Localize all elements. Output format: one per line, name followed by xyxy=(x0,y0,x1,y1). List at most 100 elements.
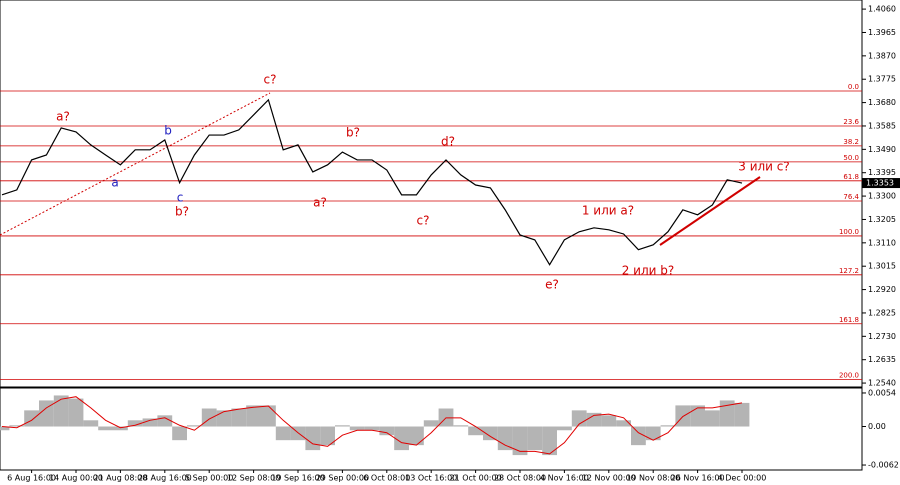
y-tick-label: 1.3110 xyxy=(868,238,896,247)
x-tick-label: 19 Nov 08:00 xyxy=(626,474,680,483)
fib-label: 0.0 xyxy=(848,83,859,91)
histogram-bar xyxy=(719,400,735,427)
histogram-bar xyxy=(705,410,720,427)
y-tick-label: 1.3395 xyxy=(868,168,896,177)
histogram-bar xyxy=(335,425,350,427)
fib-label: 161.8 xyxy=(839,316,859,324)
y-tick-label: 1.3205 xyxy=(868,215,896,224)
signal-line xyxy=(1,396,743,455)
wave-label: a? xyxy=(56,110,70,124)
histogram-bar xyxy=(216,410,232,427)
histogram-bar xyxy=(68,398,84,427)
x-tick-label: 14 Aug 00:00 xyxy=(49,474,103,483)
histogram-bar xyxy=(364,426,380,431)
x-tick-label: 12 Nov 00:00 xyxy=(582,474,636,483)
histogram-bar xyxy=(527,426,543,451)
histogram-bar xyxy=(645,426,661,441)
histogram-bar xyxy=(172,426,187,441)
y-tick-label: 0.00 xyxy=(868,422,886,431)
histogram-bar xyxy=(142,418,158,427)
histogram-bar xyxy=(483,426,498,441)
histogram-bar xyxy=(379,426,395,436)
y-tick-label: 1.3585 xyxy=(868,121,896,130)
y-tick-label: -0.0062 xyxy=(868,461,899,470)
fib-label: 61.8 xyxy=(843,173,859,181)
histogram-bar xyxy=(394,426,409,451)
fib-label: 50.0 xyxy=(843,154,859,162)
y-tick-label: 1.2635 xyxy=(868,355,896,364)
fib-label: 100.0 xyxy=(839,228,859,236)
histogram-bar xyxy=(631,426,646,446)
price-tag-label: 1.3353 xyxy=(866,179,894,188)
y-tick-label: 1.2920 xyxy=(868,285,896,294)
y-tick-label: 1.3300 xyxy=(868,192,896,201)
plot-frame xyxy=(0,0,863,471)
histogram-bar xyxy=(127,420,143,427)
histogram-bar xyxy=(423,420,439,427)
wave-label: b? xyxy=(346,126,360,140)
y-tick-label: 1.4060 xyxy=(868,5,896,14)
histogram-bar xyxy=(616,420,631,427)
histogram-bar xyxy=(201,408,217,427)
wave-label: b xyxy=(164,124,172,138)
wave-label: c? xyxy=(264,73,277,87)
y-tick-label: 1.2825 xyxy=(868,308,896,317)
trend-line xyxy=(659,176,761,246)
y-tick-label: 1.3015 xyxy=(868,262,896,271)
histogram-bar xyxy=(83,420,99,427)
histogram-bar xyxy=(261,405,276,427)
histogram-bar xyxy=(24,410,39,427)
x-tick-label: 28 Aug 16:00 xyxy=(138,474,192,483)
x-tick-label: 29 Sep 00:00 xyxy=(316,474,369,483)
x-tick-label: 6 Oct 08:00 xyxy=(363,474,410,483)
histogram-bar xyxy=(349,426,365,431)
histogram-bar xyxy=(557,426,572,431)
y-tick-label: 1.2730 xyxy=(868,332,896,341)
wave-label: 2 или b? xyxy=(622,264,675,278)
wave-label: d? xyxy=(441,135,455,149)
histogram-bar xyxy=(39,400,54,427)
y-tick-label: 1.2540 xyxy=(868,379,896,388)
histogram-bar xyxy=(601,415,617,427)
histogram-bar xyxy=(231,408,247,427)
histogram-bar xyxy=(571,410,587,427)
wave-label: 3 или c? xyxy=(738,160,790,174)
histogram-bar xyxy=(246,405,261,427)
x-tick-label: 13 Oct 16:00 xyxy=(405,474,457,483)
price-line xyxy=(1,98,743,266)
wave-label: a xyxy=(111,176,118,190)
x-tick-label: 21 Oct 00:00 xyxy=(450,474,502,483)
histogram-bar xyxy=(275,426,291,441)
histogram-bar xyxy=(187,425,202,427)
price-tag xyxy=(862,178,900,189)
histogram-bar xyxy=(53,395,69,427)
x-tick-label: 5 Sep 00:00 xyxy=(185,474,233,483)
trend-line xyxy=(0,92,271,236)
wave-label: 1 или a? xyxy=(582,204,634,218)
histogram-bar xyxy=(468,426,483,436)
histogram-bar xyxy=(98,426,113,431)
x-tick-label: 6 Aug 16:00 xyxy=(7,474,56,483)
wave-label: e? xyxy=(545,278,559,292)
wave-label: c xyxy=(177,191,184,205)
histogram-bar xyxy=(542,426,557,456)
y-tick-label: 1.3775 xyxy=(868,75,896,84)
histogram-bar xyxy=(305,426,321,451)
histogram-bar xyxy=(0,426,10,431)
fib-label: 76.4 xyxy=(843,193,859,201)
y-tick-label: 1.3965 xyxy=(868,28,896,37)
y-tick-label: 1.3680 xyxy=(868,98,896,107)
histogram-bar xyxy=(157,415,173,427)
fib-label: 23.6 xyxy=(843,118,859,126)
y-tick-label: 1.3490 xyxy=(868,145,896,154)
wave-label: c? xyxy=(417,214,430,228)
histogram-bar xyxy=(9,425,25,427)
x-tick-label: 4 Dec 00:00 xyxy=(718,474,767,483)
y-tick-label: 1.3870 xyxy=(868,51,896,60)
wave-label: b? xyxy=(175,205,189,219)
x-tick-label: 21 Aug 08:00 xyxy=(93,474,147,483)
fib-label: 127.2 xyxy=(839,267,859,275)
fib-label: 38.2 xyxy=(843,138,859,146)
